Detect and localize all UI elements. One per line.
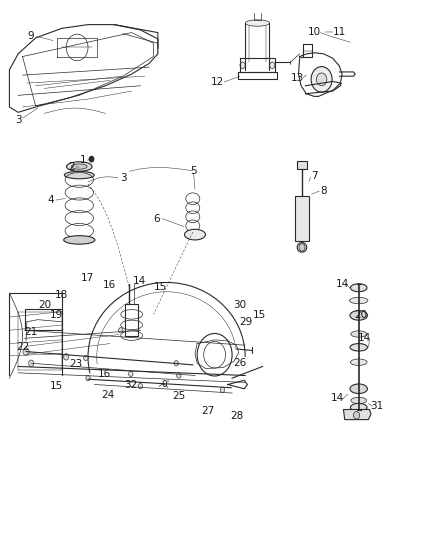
Text: 20: 20: [354, 310, 367, 320]
Ellipse shape: [350, 359, 367, 366]
Text: 2: 2: [68, 161, 75, 172]
Text: 8: 8: [321, 186, 327, 196]
Text: 32: 32: [124, 379, 138, 390]
Text: 20: 20: [39, 300, 52, 310]
Circle shape: [84, 356, 88, 361]
Text: 27: 27: [201, 406, 215, 416]
Text: 28: 28: [231, 411, 244, 422]
Ellipse shape: [350, 311, 367, 320]
Text: 29: 29: [240, 317, 253, 327]
Ellipse shape: [184, 229, 205, 240]
Text: 14: 14: [133, 277, 146, 286]
Text: 16: 16: [102, 280, 116, 289]
Circle shape: [177, 373, 181, 378]
Text: 22: 22: [16, 342, 29, 352]
Text: 4: 4: [48, 195, 54, 205]
Circle shape: [129, 371, 133, 376]
Text: 14: 14: [336, 279, 349, 288]
Ellipse shape: [67, 162, 92, 171]
Text: 1: 1: [79, 155, 86, 165]
Text: 11: 11: [332, 27, 346, 37]
Text: 5: 5: [191, 166, 197, 176]
Text: 19: 19: [50, 310, 63, 320]
FancyBboxPatch shape: [295, 196, 308, 241]
Ellipse shape: [350, 284, 367, 292]
Text: 26: 26: [233, 358, 247, 368]
Circle shape: [89, 157, 94, 162]
Circle shape: [240, 62, 245, 68]
Ellipse shape: [297, 243, 307, 252]
Ellipse shape: [350, 297, 368, 304]
Text: 14: 14: [357, 333, 371, 343]
Text: 17: 17: [81, 273, 94, 283]
Circle shape: [64, 354, 69, 360]
Text: 0': 0': [162, 380, 170, 389]
Text: 9: 9: [27, 31, 34, 42]
FancyBboxPatch shape: [297, 161, 307, 168]
Text: 21: 21: [24, 327, 37, 337]
Text: 15: 15: [253, 310, 266, 320]
Circle shape: [270, 62, 275, 68]
Text: 13: 13: [291, 73, 304, 83]
Circle shape: [119, 328, 123, 333]
Circle shape: [28, 360, 34, 367]
Text: 23: 23: [69, 359, 82, 369]
Text: 15: 15: [50, 381, 63, 391]
Text: 12: 12: [211, 77, 224, 87]
Circle shape: [23, 348, 29, 356]
Text: 6: 6: [154, 214, 160, 224]
Text: 31: 31: [371, 401, 384, 411]
Text: 30: 30: [233, 300, 247, 310]
Ellipse shape: [64, 236, 95, 244]
Text: 15: 15: [153, 282, 167, 292]
Circle shape: [311, 67, 332, 92]
Text: 14: 14: [331, 393, 344, 403]
Ellipse shape: [64, 171, 94, 179]
Ellipse shape: [245, 20, 269, 26]
Text: 10: 10: [307, 27, 321, 37]
Ellipse shape: [350, 403, 367, 411]
Circle shape: [220, 387, 225, 392]
Text: 25: 25: [172, 391, 185, 401]
Circle shape: [353, 411, 360, 419]
Ellipse shape: [351, 331, 367, 337]
Circle shape: [138, 383, 143, 389]
Circle shape: [316, 73, 327, 86]
Circle shape: [86, 375, 90, 381]
Ellipse shape: [351, 397, 367, 403]
Ellipse shape: [350, 344, 367, 351]
Text: 16: 16: [98, 369, 111, 379]
Circle shape: [299, 244, 305, 251]
Text: 24: 24: [101, 390, 114, 400]
Ellipse shape: [350, 384, 367, 393]
Text: 7: 7: [311, 171, 318, 181]
Polygon shape: [343, 409, 371, 419]
Text: 3: 3: [120, 173, 127, 183]
Text: 18: 18: [54, 290, 67, 300]
Text: 3: 3: [15, 115, 21, 125]
Circle shape: [174, 361, 178, 366]
Ellipse shape: [71, 164, 87, 169]
